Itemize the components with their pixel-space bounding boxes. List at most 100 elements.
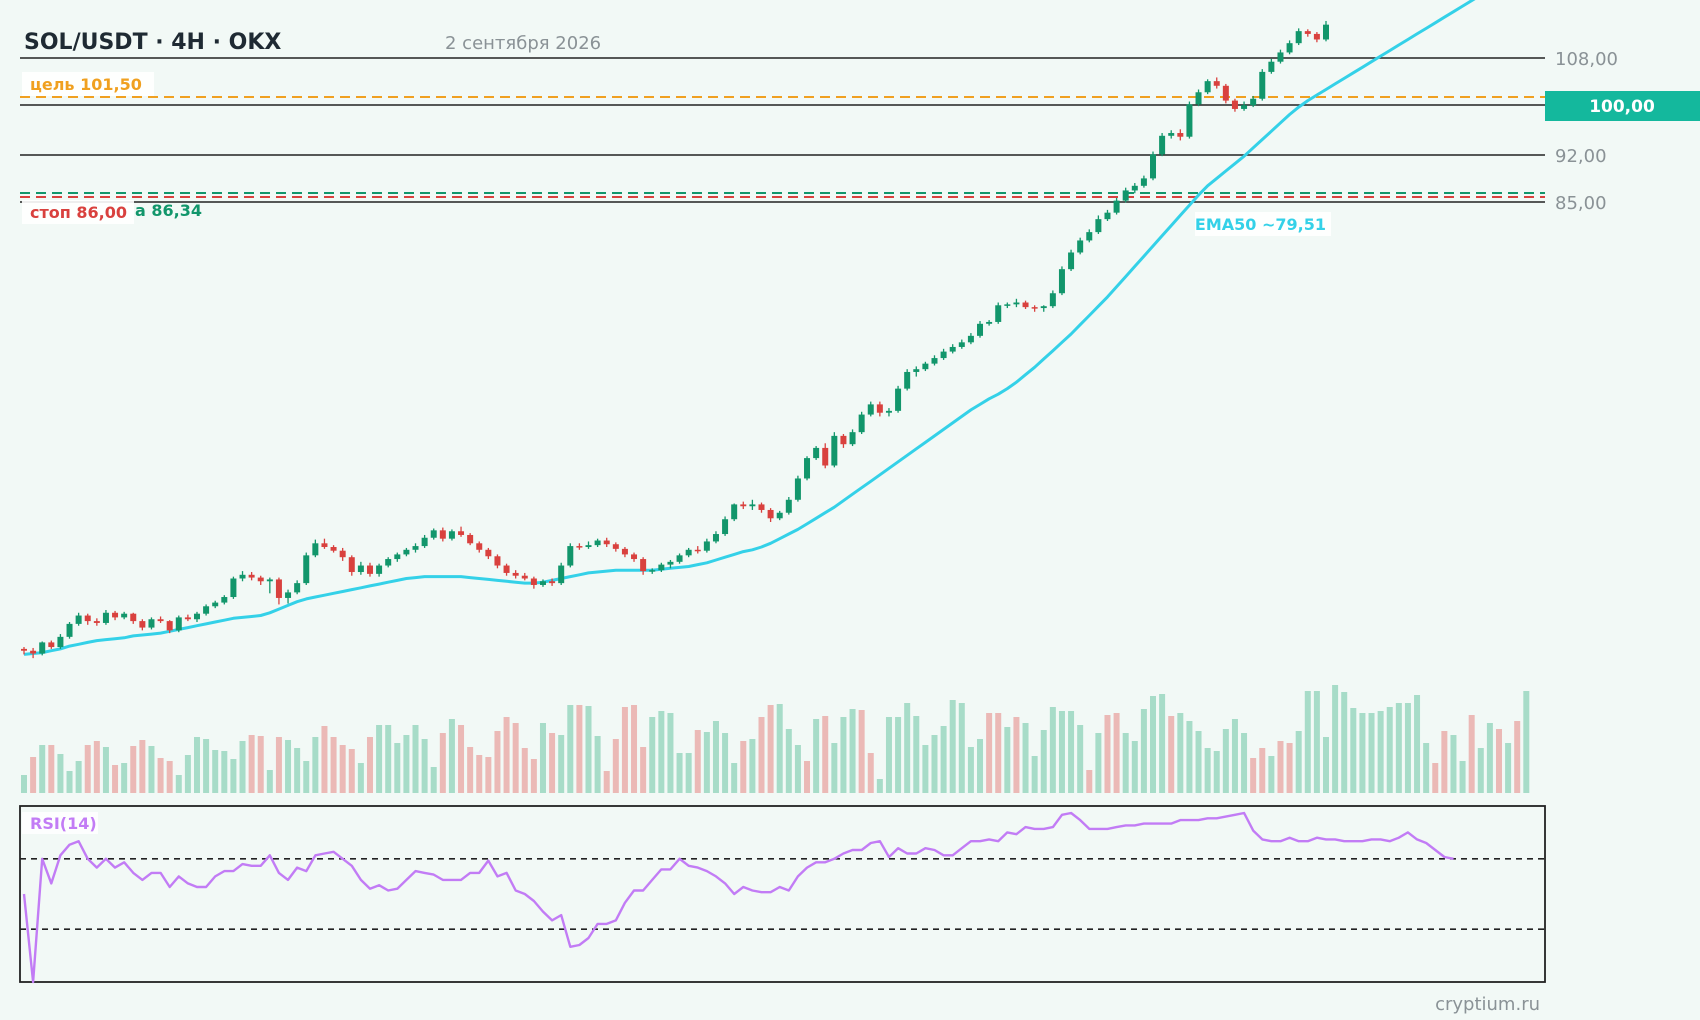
candle-body: [1068, 252, 1075, 270]
volume-bar: [230, 759, 237, 793]
volume-bar: [567, 705, 574, 793]
volume-bar: [676, 753, 683, 793]
y-tick-label: 108,00: [1555, 49, 1618, 70]
volume-bar: [148, 746, 155, 793]
candle-body: [503, 565, 510, 573]
candle-body: [66, 623, 73, 637]
candle-body: [166, 621, 173, 631]
rsi-label: RSI(14): [30, 814, 97, 833]
volume-bar: [130, 746, 137, 793]
volume-bar: [1395, 703, 1402, 793]
volume-bar: [1404, 703, 1411, 793]
volume-bar: [139, 740, 146, 793]
price-badge-label: 100,00: [1589, 97, 1655, 117]
volume-bar: [221, 751, 228, 793]
candle-body: [1131, 185, 1138, 191]
candle-body: [257, 577, 264, 582]
candle-body: [1104, 212, 1111, 220]
candle-body: [448, 531, 455, 539]
candle-body: [849, 432, 856, 445]
volume-bar: [995, 713, 1002, 793]
volume-bar: [102, 747, 109, 793]
volume-bar: [1259, 748, 1266, 793]
candle-body: [157, 619, 164, 622]
volume-bar: [967, 747, 974, 793]
volume-bar: [193, 737, 200, 793]
candle-body: [1241, 105, 1248, 109]
volume-bar: [1450, 735, 1457, 793]
volume-bar: [1004, 727, 1011, 793]
chart-title: SOL/USDT · 4H · OKX: [24, 30, 281, 55]
volume-bar: [412, 725, 419, 793]
candle-body: [175, 617, 182, 631]
candle-body: [1222, 85, 1229, 101]
candle-body: [1286, 43, 1293, 53]
candle-body: [858, 414, 865, 433]
volume-bar: [1377, 711, 1384, 793]
candle-body: [949, 346, 956, 352]
volume-bar: [503, 717, 510, 793]
candle-body: [895, 388, 902, 411]
volume-bar: [621, 707, 628, 793]
volume-bar: [30, 757, 37, 793]
candle-body: [1250, 98, 1257, 106]
volume-bar: [1514, 721, 1521, 793]
volume-bar: [84, 745, 91, 793]
candle-body: [958, 342, 965, 347]
volume-bar: [1277, 741, 1284, 793]
candle-body: [694, 549, 701, 552]
candle-body: [476, 543, 483, 550]
candle-body: [1186, 104, 1193, 137]
volume-bar: [1268, 756, 1275, 793]
volume-bar: [1068, 711, 1075, 793]
volume-bar: [958, 703, 965, 793]
volume-bar: [1031, 756, 1038, 793]
volume-bar: [1086, 770, 1093, 793]
volume-bar: [175, 775, 182, 793]
ema-label: EMA50 ~79,51: [1195, 215, 1326, 234]
candle-body: [940, 351, 947, 359]
volume-bars: [21, 685, 1530, 793]
candle-body: [184, 617, 191, 620]
rsi-pane: RSI(14): [19, 805, 1546, 984]
volume-bar: [649, 717, 656, 793]
candle-body: [667, 561, 674, 565]
candle-body: [1031, 307, 1038, 309]
ema50-line: [23, 0, 1476, 656]
volume-bar: [612, 739, 619, 793]
ema-label-bg: [1195, 212, 1331, 236]
volume-bar: [940, 726, 947, 793]
candle-body: [676, 555, 683, 562]
volume-bar: [1104, 715, 1111, 793]
volume-bar: [722, 733, 729, 793]
volume-bar: [822, 716, 829, 793]
volume-bar: [184, 755, 191, 793]
candle-body: [30, 650, 37, 654]
candle-body: [230, 578, 237, 598]
volume-bar: [640, 747, 647, 793]
volume-bar: [949, 700, 956, 793]
candle-body: [1195, 92, 1202, 105]
candle-body: [1004, 304, 1011, 306]
volume-bar: [266, 770, 273, 793]
candle-body: [93, 621, 100, 623]
volume-bar: [512, 723, 519, 793]
volume-bar: [1286, 743, 1293, 793]
candle-body: [731, 504, 738, 520]
candle-body: [840, 435, 847, 445]
volume-bar: [275, 737, 282, 793]
volume-bar: [1077, 725, 1084, 793]
candle-body: [703, 541, 710, 551]
volume-bar: [539, 723, 546, 793]
candle-body: [567, 546, 574, 566]
entry-label: а 86,34: [135, 201, 202, 220]
volume-bar: [1304, 691, 1311, 793]
stop-label: стоп 86,00: [30, 203, 127, 222]
candle-body: [148, 619, 155, 628]
candle-body: [312, 543, 319, 556]
volume-bar: [1432, 763, 1439, 793]
y-tick-label: 92,00: [1555, 146, 1607, 167]
volume-bar: [731, 763, 738, 793]
candle-body: [1177, 133, 1184, 137]
